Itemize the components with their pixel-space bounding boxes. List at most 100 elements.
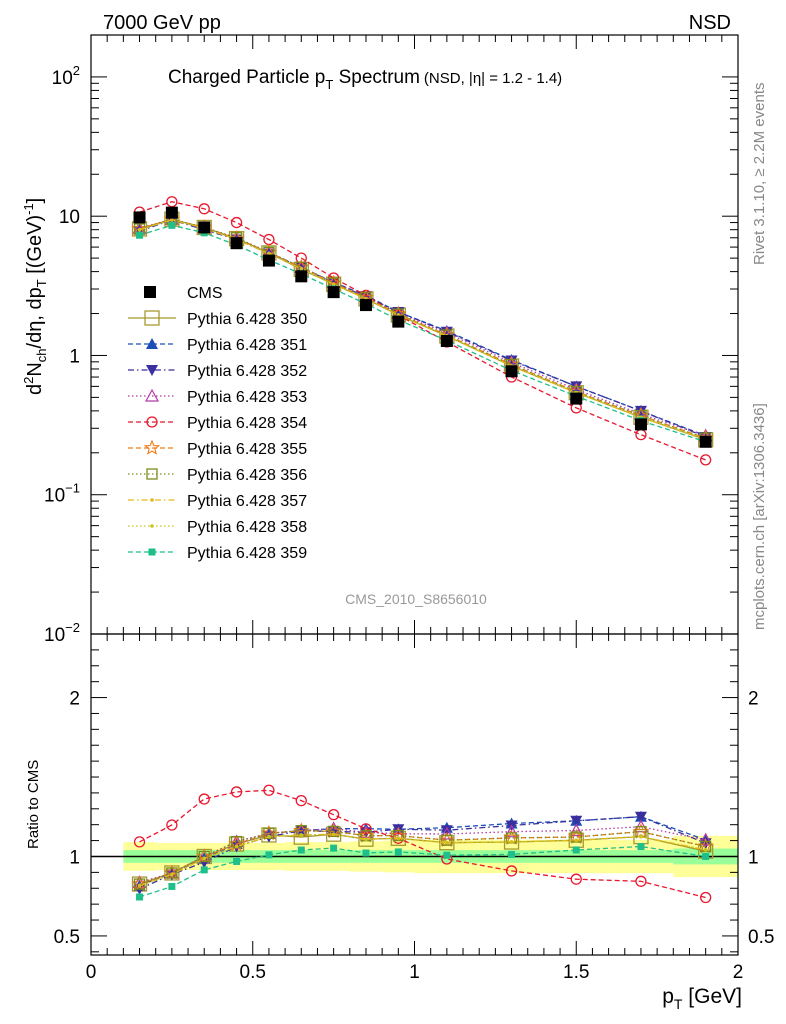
- marker: [392, 315, 405, 328]
- title-small: (NSD, |η| = 1.2 - 1.4): [424, 70, 562, 87]
- marker: [327, 825, 340, 838]
- legend-entry: Pythia 6.428 359: [128, 545, 307, 562]
- marker: [635, 875, 647, 887]
- x-tick-label: 2: [733, 962, 744, 983]
- marker: [440, 825, 453, 837]
- marker: [639, 834, 643, 839]
- ratio-line: [139, 833, 706, 887]
- y-label-deta: /dη, dp: [24, 287, 46, 348]
- marker: [198, 850, 210, 863]
- ratio-uncertainty-band: [91, 835, 738, 878]
- plot-title: Charged Particle pT Spectrum (NSD, |η| = …: [168, 67, 562, 92]
- marker: [445, 840, 449, 845]
- mcplots-label: mcplots.cern.ch [arXiv:1306.3436]: [751, 403, 768, 630]
- marker: [572, 846, 580, 854]
- y-tick-label: 10−2: [44, 620, 80, 646]
- marker: [295, 270, 308, 283]
- ratio-tick-label-left: 1: [69, 847, 80, 868]
- legend-entry: Pythia 6.428 352: [128, 363, 307, 380]
- marker: [234, 844, 239, 849]
- legend-entry: Pythia 6.428 350: [128, 310, 307, 328]
- y-label-n: N: [24, 362, 46, 376]
- marker: [364, 837, 368, 842]
- legend-entry: Pythia 6.428 351: [128, 337, 307, 354]
- marker: [299, 266, 304, 271]
- marker: [230, 786, 243, 798]
- marker: [166, 867, 178, 879]
- marker: [327, 286, 340, 299]
- marker: [509, 840, 514, 844]
- series-layer: [131, 196, 714, 904]
- marker: [574, 838, 579, 843]
- title-rest: Spectrum: [333, 67, 420, 88]
- ratio-tick-label-left: 0.5: [54, 927, 80, 948]
- title-sub: T: [325, 77, 333, 92]
- marker: [505, 355, 518, 367]
- x-label-p: p: [662, 985, 674, 1008]
- marker: [230, 216, 243, 229]
- y-label-d: d: [24, 384, 46, 395]
- y-tick-label: 10: [59, 207, 80, 228]
- marker: [635, 429, 647, 441]
- marker: [137, 883, 142, 888]
- y-tick-label: 102: [52, 63, 80, 89]
- ratio-tick-label-right: 0.5: [748, 927, 774, 948]
- marker: [439, 826, 454, 840]
- marker: [330, 844, 338, 852]
- y-label-ch: ch: [34, 348, 49, 362]
- legend-label: Pythia 6.428 356: [187, 467, 307, 484]
- legend-entry: Pythia 6.428 357: [128, 493, 307, 510]
- marker: [700, 454, 712, 466]
- legend-label: Pythia 6.428 353: [187, 389, 307, 406]
- legend-entry: Pythia 6.428 356: [128, 467, 307, 484]
- marker: [136, 893, 144, 901]
- legend-entry: Pythia 6.428 355: [128, 439, 307, 458]
- marker: [230, 237, 243, 250]
- header-right: NSD: [689, 12, 731, 34]
- marker: [263, 784, 275, 796]
- x-axis-label: pT [GeV]: [662, 985, 742, 1012]
- ratio-tick-label-right: 2: [748, 689, 759, 710]
- marker: [146, 338, 158, 349]
- legend-entry: Pythia 6.428 358: [128, 519, 307, 536]
- marker: [198, 203, 210, 215]
- marker: [144, 286, 156, 298]
- marker: [700, 891, 712, 904]
- marker: [327, 809, 340, 821]
- marker: [137, 227, 142, 232]
- legend: CMS Pythia 6.428 350 Pythia 6.428 351 Pythi…: [128, 285, 307, 562]
- marker: [570, 873, 582, 885]
- legend-label: Pythia 6.428 358: [187, 519, 307, 536]
- marker: [362, 849, 370, 857]
- ratio-line: [139, 833, 706, 887]
- y-axis-label: d2Nch/dη, dpT [(GeV)-1]: [21, 198, 49, 395]
- legend-label: Pythia 6.428 350: [187, 311, 307, 328]
- y-label-gev: [(GeV): [24, 215, 46, 279]
- marker: [358, 825, 373, 838]
- marker: [295, 252, 307, 264]
- marker: [168, 882, 176, 890]
- ratio-y-label: Ratio to CMS: [25, 760, 42, 849]
- ratio-line: [139, 845, 706, 898]
- marker: [570, 392, 583, 405]
- legend-entry: Pythia 6.428 354: [128, 415, 307, 432]
- marker: [168, 221, 176, 229]
- y-label-minus1: -1: [21, 203, 36, 215]
- marker: [198, 793, 210, 805]
- marker: [148, 548, 156, 556]
- marker: [150, 524, 154, 528]
- legend-label: Pythia 6.428 357: [187, 493, 307, 510]
- header-left: 7000 GeV pp: [103, 12, 221, 34]
- marker: [441, 834, 453, 846]
- marker: [637, 843, 645, 851]
- marker: [634, 405, 647, 417]
- marker: [569, 823, 584, 837]
- y-tick-label: 1: [69, 346, 80, 367]
- y-label-close: ]: [24, 198, 46, 204]
- marker: [331, 282, 336, 286]
- marker: [703, 848, 708, 852]
- marker: [146, 468, 158, 480]
- series-cms-data: [133, 206, 712, 448]
- series-line: [139, 201, 706, 461]
